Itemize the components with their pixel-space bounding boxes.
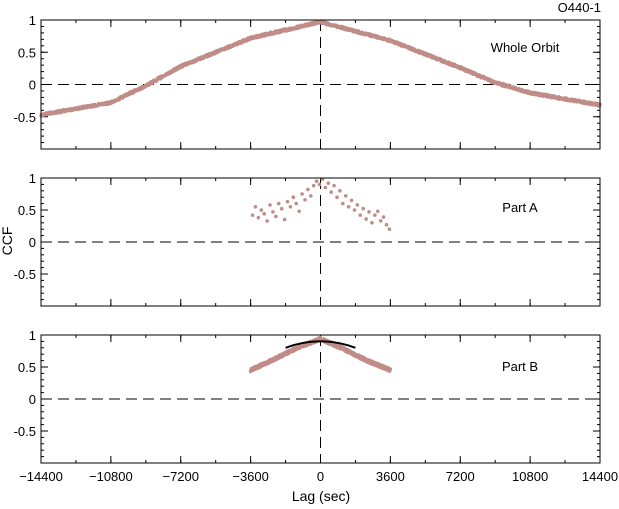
data-point (388, 367, 392, 371)
x-tick-label: 3600 (376, 469, 405, 484)
data-point (335, 195, 339, 199)
data-point (291, 195, 296, 199)
data-point (326, 181, 331, 185)
data-point (352, 208, 357, 212)
x-tick-labels: −14400 −10800 −7200 −3600 0 3600 7200 10800 1440… (19, 469, 618, 484)
data-point (253, 205, 258, 209)
data-point (367, 210, 371, 214)
panel-part-a: Part A 1 0.5 0 -0.5 (14, 171, 601, 307)
data-point (329, 190, 333, 194)
data-point (332, 183, 336, 188)
data-point (308, 194, 313, 198)
x-tick-label: 10800 (512, 469, 548, 484)
data-point (250, 213, 255, 217)
data-point (294, 201, 299, 206)
data-point (288, 205, 293, 209)
x-tick-label: −14400 (19, 469, 63, 484)
data-point (311, 183, 316, 188)
data-point (276, 201, 281, 206)
x-tick-label: 7200 (446, 469, 475, 484)
data-point (381, 215, 386, 219)
x-tick-label: −7200 (162, 469, 199, 484)
data-point (323, 185, 328, 190)
data-point (259, 208, 264, 212)
y-tick-label: -0.5 (14, 267, 36, 282)
data-point (282, 217, 287, 222)
y-tick-label: 0 (29, 392, 36, 407)
plot-frame (40, 177, 601, 307)
data-point (300, 192, 304, 196)
x-tick-label: 0 (317, 469, 324, 484)
x-axis-label: Lag (sec) (292, 488, 350, 504)
data-point (285, 199, 290, 204)
panel-label-part-a: Part A (502, 200, 538, 215)
panel-whole-orbit: Whole Orbit 1 0.5 0 -0.5 (14, 13, 602, 150)
data-point (265, 219, 269, 223)
data-point (349, 198, 354, 203)
x-tick-label: −10800 (89, 469, 133, 484)
y-axis-label: CCF (0, 227, 15, 256)
data-point (256, 215, 261, 220)
data-point (274, 214, 278, 219)
data-point (262, 212, 267, 216)
data-point (370, 221, 374, 225)
x-tick-label: 14400 (582, 469, 618, 484)
y-tick-label: 0.5 (18, 203, 36, 218)
data-point (314, 179, 319, 183)
data-point (373, 213, 377, 217)
data-point (364, 217, 368, 221)
data-point (279, 206, 284, 211)
y-tick-label: -0.5 (14, 424, 36, 439)
y-tick-label: -0.5 (14, 110, 36, 125)
data-point (317, 182, 322, 187)
data-point (338, 189, 342, 193)
data-point (268, 203, 272, 207)
figure-label: O440-1 (558, 0, 601, 15)
data-point (346, 205, 351, 209)
data-point (378, 219, 383, 223)
fit-curve (285, 340, 356, 349)
data-point (306, 187, 310, 192)
y-tick-label: 0.5 (18, 360, 36, 375)
data-point (271, 210, 275, 214)
data-point (387, 227, 392, 231)
y-tick-label: 1 (29, 13, 36, 28)
y-tick-label: 0 (29, 235, 36, 250)
data-point (358, 213, 363, 217)
data-point (384, 222, 389, 227)
y-tick-label: 1 (29, 328, 36, 343)
y-tick-label: 1 (29, 171, 36, 186)
panel-label-part-b: Part B (502, 359, 538, 374)
plot-frame (40, 19, 601, 150)
x-tick-label: −3600 (232, 469, 269, 484)
panel-label-whole-orbit: Whole Orbit (491, 40, 560, 55)
data-point (343, 194, 348, 198)
data-point (375, 209, 380, 214)
data-point (297, 209, 301, 214)
y-tick-label: 0 (29, 78, 36, 93)
data-point (341, 201, 345, 206)
y-tick-label: 0.5 (18, 45, 36, 60)
data-point (355, 203, 360, 207)
panel-part-b: Part B 1 0.5 0 -0.5 (14, 328, 601, 464)
data-point (361, 206, 366, 211)
data-point (303, 197, 307, 202)
plot-frame (40, 334, 601, 464)
